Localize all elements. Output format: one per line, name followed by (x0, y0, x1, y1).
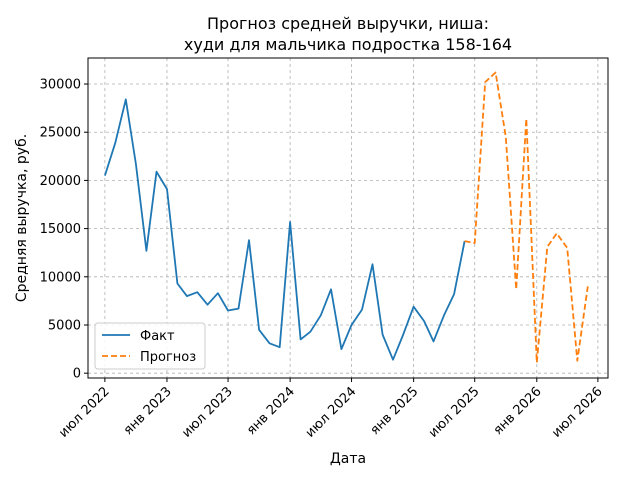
y-tick-label: 15000 (40, 222, 81, 237)
legend: Факт Прогноз (94, 322, 206, 370)
y-tick-label: 10000 (40, 270, 81, 285)
y-tick-label: 5000 (48, 318, 81, 333)
chart-title-line1: Прогноз средней выручки, ниша: (207, 14, 489, 33)
x-axis-label: Дата (330, 451, 366, 467)
legend-label: Факт (140, 329, 175, 344)
chart-title-line2: худи для мальчика подростка 158-164 (184, 35, 512, 54)
series-layer (104, 71, 589, 364)
legend-label: Прогноз (140, 350, 196, 365)
series-line-fact (104, 98, 466, 361)
y-tick-label: 30000 (40, 78, 81, 93)
series-line-forecast (464, 71, 589, 364)
y-axis: 0 5000 10000 15000 20000 25000 30000 (40, 78, 88, 382)
y-axis-label: Средняя выручка, руб. (14, 134, 30, 302)
y-tick-label: 20000 (40, 174, 81, 189)
y-tick-label: 0 (73, 367, 81, 382)
plot-frame (87, 57, 609, 379)
y-tick-label: 25000 (40, 126, 81, 141)
